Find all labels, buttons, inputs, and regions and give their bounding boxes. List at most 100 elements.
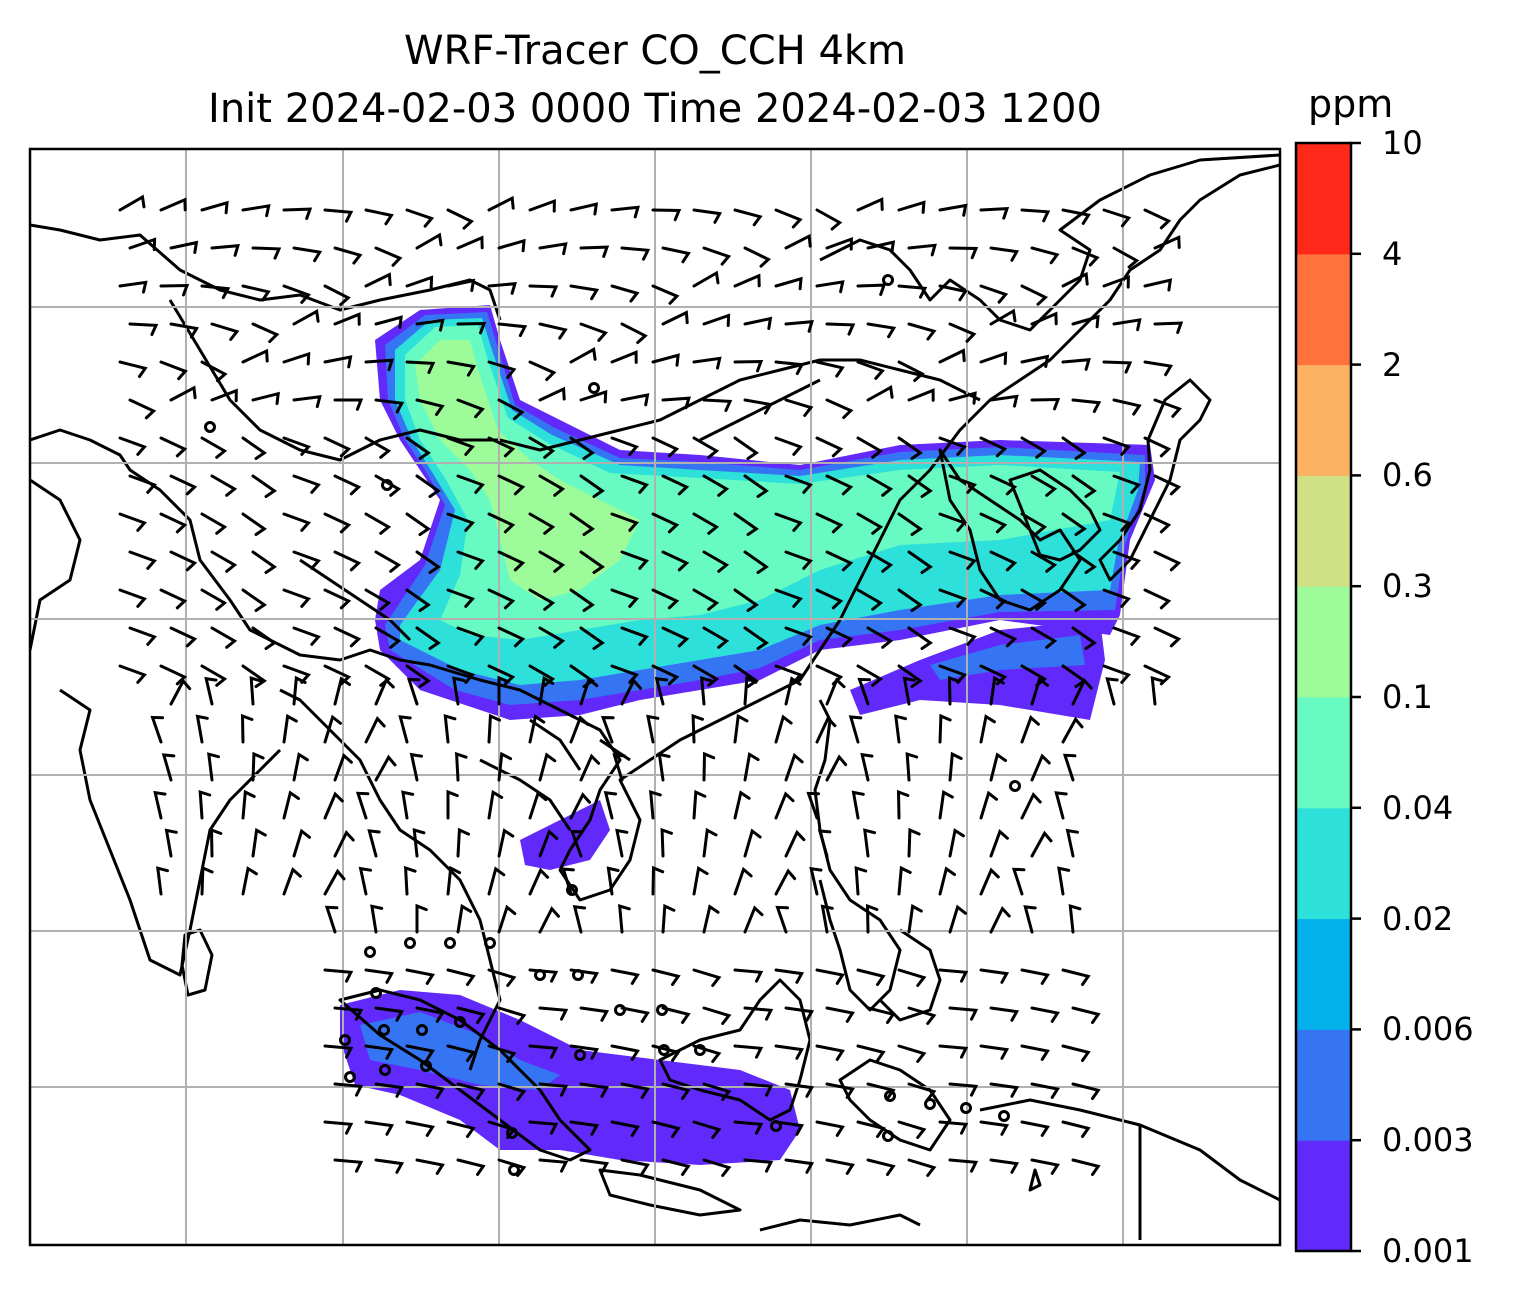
wind-barb [825, 754, 848, 782]
wind-barb [815, 588, 844, 610]
wind-barb [907, 550, 933, 574]
wind-barb [128, 398, 157, 420]
wind-barb [907, 474, 933, 498]
wind-barb [1020, 436, 1048, 459]
wind-barb [691, 713, 704, 744]
map-frame [28, 147, 1282, 1247]
wind-barb [200, 588, 228, 611]
calm-wind-marker [882, 1130, 894, 1142]
wind-barb [743, 398, 774, 415]
wind-barb [251, 751, 265, 782]
wind-barb [1150, 676, 1164, 706]
wind-barb [661, 1158, 691, 1176]
wind-barb [1153, 550, 1182, 572]
wind-barb [784, 752, 804, 782]
colorbar-tick-label: 0.04 [1382, 788, 1454, 827]
wind-barb [1020, 208, 1051, 223]
wind-barb [948, 246, 979, 260]
wind-barb [1030, 676, 1049, 706]
wind-barb [1071, 677, 1093, 706]
wind-barb [1061, 968, 1091, 986]
wind-barb [989, 394, 1019, 408]
wind-barb [733, 436, 759, 460]
wind-barb [979, 968, 1010, 984]
colorbar-frame [1294, 141, 1353, 1253]
wind-barb [374, 474, 402, 497]
wind-barb [415, 474, 441, 498]
wind-barb [989, 1006, 1020, 1022]
wind-barb [774, 512, 803, 532]
wind-barb [292, 309, 320, 326]
wind-barb [1071, 246, 1100, 267]
wind-barb [159, 664, 188, 686]
wind-barb [118, 664, 147, 684]
wind-barb [894, 714, 907, 744]
wind-barb [775, 905, 789, 934]
wind-barb [538, 386, 566, 402]
wind-barb [743, 316, 773, 330]
calm-wind-marker [370, 987, 382, 999]
wind-barb [374, 315, 403, 329]
wind-barb [118, 588, 147, 608]
wind-barb [538, 829, 559, 858]
wind-barb [618, 904, 631, 934]
wind-barb [251, 474, 277, 498]
wind-barb [128, 322, 159, 336]
wind-barb [487, 1044, 517, 1063]
wind-barb [579, 245, 610, 258]
wind-barb [251, 391, 280, 406]
wind-barb [806, 791, 820, 820]
wind-barb [210, 626, 238, 649]
wind-barb [569, 715, 590, 744]
wind-barb [374, 677, 395, 706]
wind-barb [528, 198, 556, 213]
wind-barb [333, 312, 361, 326]
wind-barb [1030, 1158, 1060, 1175]
wind-barb [1071, 1006, 1101, 1024]
wind-barb [292, 395, 322, 408]
wind-barb [907, 243, 937, 257]
wind-barb [446, 278, 476, 292]
wind-barb [1030, 753, 1051, 782]
wind-barb [896, 789, 910, 820]
wind-barb [333, 246, 363, 265]
wind-barb [569, 347, 597, 364]
wind-barb [774, 360, 805, 376]
wind-barb [282, 207, 313, 220]
wind-barb [743, 246, 772, 268]
wind-barb [610, 1044, 640, 1061]
wind-barb [651, 865, 665, 896]
wind-barb [860, 752, 874, 782]
wind-barb [866, 474, 894, 497]
wind-barb [702, 904, 720, 934]
wind-barb [1020, 354, 1050, 368]
wind-barb [159, 436, 188, 458]
wind-barb [282, 351, 311, 366]
wind-barb [374, 1006, 405, 1022]
wind-barb [1153, 235, 1181, 250]
wind-barb [364, 272, 392, 288]
wind-barb [409, 752, 423, 782]
wind-barb [1143, 664, 1172, 686]
wind-barb [610, 436, 639, 456]
wind-barb [446, 360, 477, 377]
wind-barb [456, 1006, 486, 1024]
wind-barb [569, 202, 599, 216]
wind-barb [733, 359, 764, 373]
wind-barb [784, 474, 813, 494]
wind-barb [569, 436, 595, 460]
wind-barb [528, 664, 556, 687]
calm-wind-marker [378, 1024, 390, 1036]
wind-barb [415, 550, 441, 574]
wind-barb [241, 512, 267, 536]
wind-barb [241, 348, 269, 364]
wind-barb [1071, 314, 1100, 329]
wind-barb [579, 1158, 610, 1174]
wind-barb [692, 512, 720, 535]
wind-barb [1030, 474, 1058, 497]
wind-barb [866, 322, 897, 339]
coast-taiwan-philippines [813, 699, 942, 1022]
wind-barb [774, 276, 803, 291]
wind-barb [979, 206, 1010, 220]
wind-barb [374, 398, 405, 414]
